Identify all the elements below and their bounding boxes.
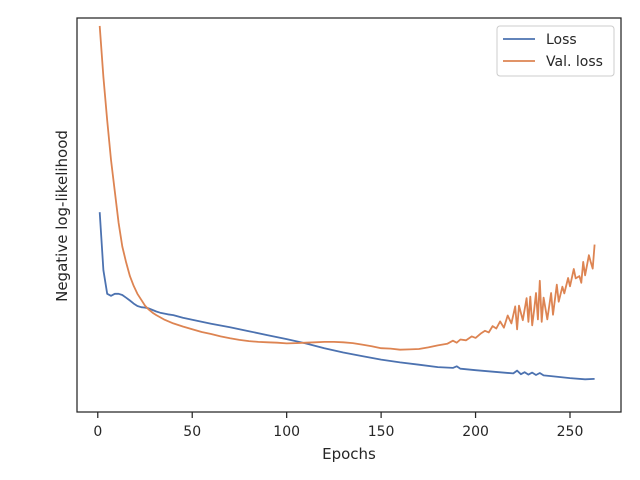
x-tick-label: 200 <box>462 424 489 440</box>
x-tick-label: 50 <box>183 424 201 440</box>
x-axis-label: Epochs <box>322 445 376 463</box>
legend-label-val-loss: Val. loss <box>546 54 603 70</box>
x-tick-label: 100 <box>273 424 300 440</box>
x-axis-ticks: 0 50 100 150 200 250 <box>93 412 583 440</box>
x-tick-label: 0 <box>93 424 102 440</box>
y-axis-label: Negative log-likelihood <box>53 130 71 302</box>
legend-label-loss: Loss <box>546 32 577 48</box>
series-layer <box>98 25 596 381</box>
series-line-val-loss <box>98 25 596 351</box>
plot-area-frame <box>76 17 622 413</box>
x-tick-label: 150 <box>368 424 395 440</box>
series-line-loss <box>98 212 595 381</box>
x-tick-label: 250 <box>557 424 584 440</box>
legend: Loss Val. loss <box>496 25 615 77</box>
